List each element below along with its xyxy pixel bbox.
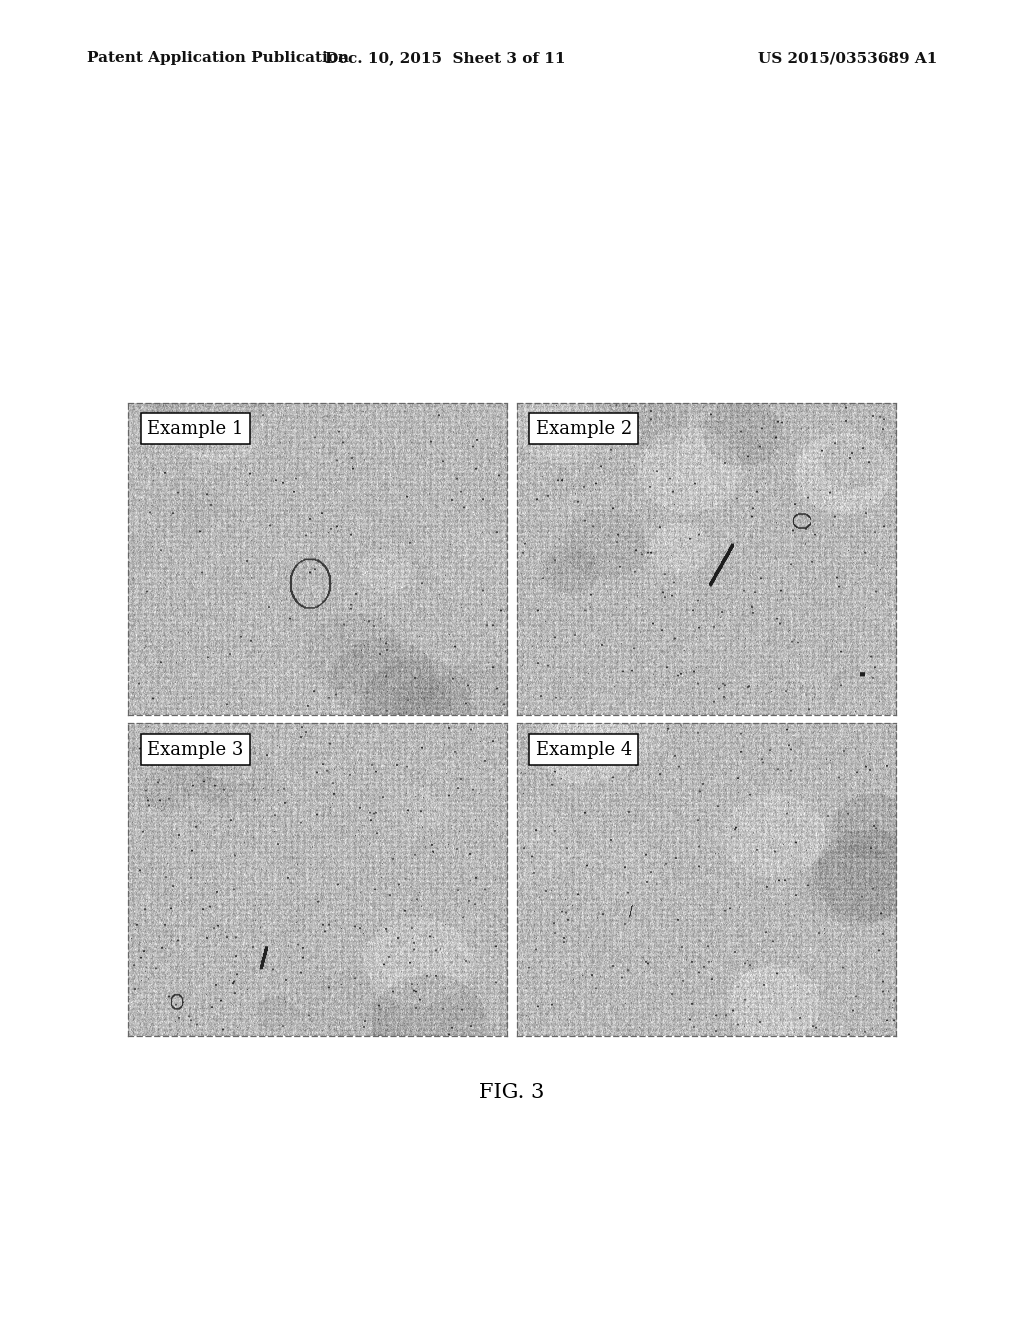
Text: Dec. 10, 2015  Sheet 3 of 11: Dec. 10, 2015 Sheet 3 of 11 [326,51,565,65]
Text: US 2015/0353689 A1: US 2015/0353689 A1 [758,51,937,65]
Text: Patent Application Publication: Patent Application Publication [87,51,349,65]
Text: Example 4: Example 4 [536,741,632,759]
Text: Example 3: Example 3 [147,741,244,759]
Text: Example 1: Example 1 [147,420,244,438]
Text: FIG. 3: FIG. 3 [479,1084,545,1102]
Text: Example 2: Example 2 [536,420,632,438]
